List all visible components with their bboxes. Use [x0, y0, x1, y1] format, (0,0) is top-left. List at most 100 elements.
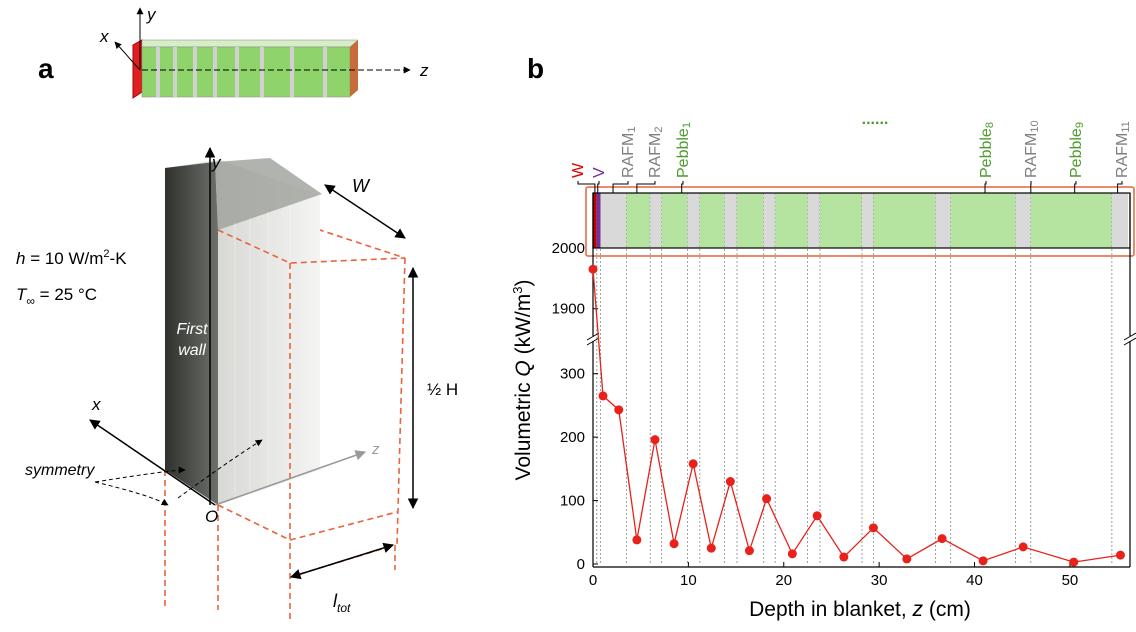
data-point	[598, 391, 608, 401]
layer	[699, 193, 725, 248]
title-text: Volumetric	[512, 377, 535, 481]
label-sub: 1	[626, 127, 638, 133]
label-leader	[681, 181, 684, 193]
x-axis-title: Depth in blanket, z (cm)	[749, 598, 971, 621]
label-text: RAFM	[647, 133, 664, 178]
panel-label: b	[527, 53, 544, 84]
beam-top	[141, 39, 359, 48]
label-text: = 25 °C	[35, 285, 97, 304]
layer	[1015, 193, 1031, 248]
label-text: RAFM	[1114, 133, 1131, 178]
axis-label: z	[371, 441, 380, 458]
data-point	[839, 552, 849, 562]
data-point	[937, 534, 947, 544]
layer	[593, 193, 597, 248]
label-leader	[577, 181, 596, 193]
label-leader	[612, 181, 629, 193]
layer	[873, 193, 936, 248]
layer	[763, 193, 776, 248]
x-tick-label: 10	[680, 572, 697, 589]
layer	[1111, 193, 1129, 248]
highlight-box	[585, 186, 1135, 257]
data-point	[706, 543, 716, 553]
layer	[820, 193, 862, 248]
label-leader	[1117, 181, 1123, 193]
dimension-label: ½ H	[427, 380, 458, 399]
panel-a: a y x z	[16, 5, 458, 620]
axis-break	[586, 337, 600, 346]
layer	[724, 193, 738, 248]
data-point	[725, 477, 735, 487]
title-text: )	[512, 280, 535, 287]
data-point	[614, 405, 624, 415]
panel-b: b Volumetric Q (kW/m3) Depth in blanket,…	[510, 53, 1136, 621]
layer	[935, 193, 951, 248]
panel-label: a	[38, 53, 54, 84]
data-point	[650, 435, 660, 445]
label-leader	[1074, 181, 1077, 193]
title-var: z	[912, 598, 924, 621]
data-point	[1069, 557, 1079, 567]
label-var: T	[16, 285, 28, 304]
ellipsis: ......	[862, 111, 889, 128]
title-var: Q	[512, 360, 535, 376]
z-axis	[214, 450, 366, 506]
first-wall-label: wall	[178, 342, 206, 359]
beam-end	[350, 40, 358, 97]
dimension-label: ltot	[333, 591, 351, 615]
layer-label: Pebble8	[978, 122, 997, 178]
y-axis-title: Volumetric Q (kW/m3)	[510, 280, 535, 481]
label-leader	[597, 181, 600, 193]
layer	[650, 193, 662, 248]
label-leader	[636, 181, 656, 193]
layer	[950, 193, 1016, 248]
length-arrow	[289, 542, 395, 580]
data-point	[744, 546, 754, 556]
origin-label: O	[205, 507, 218, 526]
label-sub: 2	[653, 127, 665, 133]
label-text: RAFM	[1023, 133, 1040, 178]
axis-label: y	[211, 153, 222, 172]
beam-strips	[156, 47, 327, 97]
layer-label: Pebble1	[675, 122, 694, 178]
label-sub: ∞	[26, 294, 35, 308]
x-tick-label: 30	[871, 572, 888, 589]
data-point	[902, 554, 912, 564]
data-point	[868, 523, 878, 533]
x-tick-label: 20	[775, 572, 792, 589]
beam-front	[132, 39, 143, 99]
first-wall-label: First	[176, 321, 208, 338]
axis-break	[1123, 332, 1136, 341]
label-text: RAFM	[620, 133, 637, 178]
y-tick-label: 1900	[552, 301, 585, 318]
layer	[775, 193, 808, 248]
data-point	[1115, 550, 1125, 560]
axis-break	[1123, 337, 1136, 346]
layer-label: RAFM2	[647, 127, 666, 178]
label-text: Pebble	[675, 128, 692, 178]
label-text: -K	[110, 249, 128, 268]
label-text: W	[570, 162, 587, 178]
data-point	[812, 511, 822, 521]
layer-label: RAFM1	[620, 127, 639, 178]
axis-label: x	[91, 395, 101, 414]
layer	[861, 193, 874, 248]
layer-label: W	[570, 162, 587, 178]
layer	[807, 193, 821, 248]
symmetry-label: symmetry	[25, 462, 95, 479]
label-text: V	[591, 167, 608, 178]
convection-label: h = 10 W/m2-K	[16, 248, 127, 268]
x-tick-label: 40	[966, 572, 983, 589]
title-text: Depth in blanket,	[749, 598, 912, 621]
data-point	[688, 459, 698, 469]
symmetry-arrows	[94, 439, 263, 506]
data-point	[588, 264, 598, 274]
data-point	[669, 539, 679, 549]
data-point	[762, 494, 772, 504]
width-arrow	[324, 184, 406, 239]
layer	[1030, 193, 1112, 248]
label-sub: 9	[1074, 122, 1086, 128]
layer-label: RAFM11	[1114, 121, 1133, 178]
y-tick-label: 0	[577, 556, 585, 573]
